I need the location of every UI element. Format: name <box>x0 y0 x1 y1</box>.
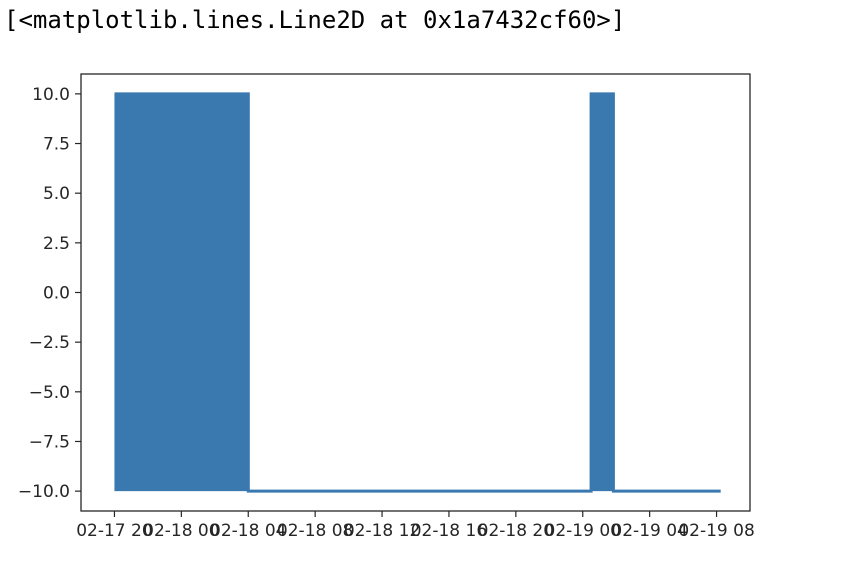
x-tick-label: 02-19 04 <box>611 521 687 541</box>
oscillation-region-1 <box>114 94 248 491</box>
y-tick-label: −2.5 <box>29 333 70 353</box>
x-tick-label: 02-18 20 <box>478 521 554 541</box>
x-tick-label: 02-19 00 <box>545 521 621 541</box>
x-tick-label: 02-19 08 <box>678 521 754 541</box>
y-tick-label: −7.5 <box>29 432 70 452</box>
y-tick-label: −5.0 <box>29 383 70 403</box>
y-tick-label: 2.5 <box>43 234 70 254</box>
y-tick-label: 7.5 <box>43 135 70 155</box>
y-axis: 10.0 7.5 5.0 2.5 0.0 −2.5 −5.0 −7.5 −10.0 <box>18 85 81 502</box>
y-tick-label: 10.0 <box>32 85 70 105</box>
x-tick-label: 02-18 00 <box>143 521 219 541</box>
x-tick-label: 02-18 16 <box>411 521 487 541</box>
x-tick-label: 02-18 12 <box>344 521 420 541</box>
x-tick-label: 02-17 20 <box>76 521 152 541</box>
oscillation-region-2 <box>591 94 613 491</box>
x-tick-label: 02-18 04 <box>210 521 286 541</box>
y-tick-label: 5.0 <box>43 184 70 204</box>
y-tick-label: 0.0 <box>43 284 70 304</box>
y-tick-label: −10.0 <box>18 482 70 502</box>
x-tick-label: 02-18 08 <box>277 521 353 541</box>
plot-area <box>114 94 720 491</box>
